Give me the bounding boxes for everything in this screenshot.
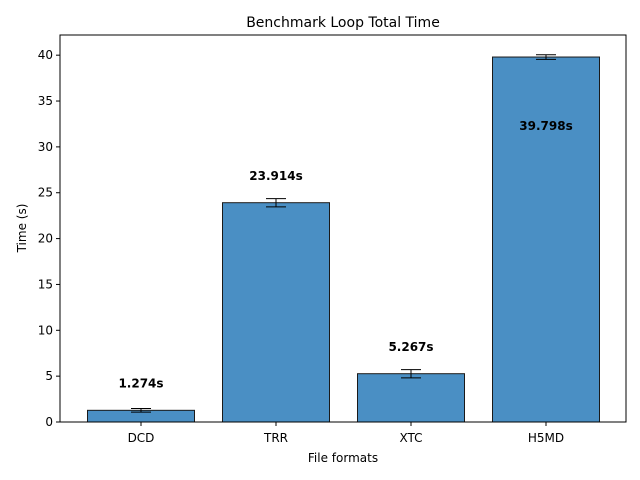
y-axis-label: Time (s) [15, 204, 29, 254]
y-tick-label: 15 [38, 277, 53, 291]
chart-title: Benchmark Loop Total Time [246, 15, 440, 31]
data-label: 1.274s [118, 376, 163, 390]
y-tick-label: 35 [38, 94, 53, 108]
x-tick-label: XTC [399, 431, 422, 445]
y-tick-label: 5 [45, 369, 53, 383]
y-tick-label: 25 [38, 186, 53, 200]
data-label: 23.914s [249, 169, 302, 183]
plot-area: 1.274s 23.914s 5.267s 39.798s [87, 54, 600, 423]
x-tick-label: DCD [128, 431, 155, 445]
plot-frame [59, 34, 627, 423]
data-label: 5.267s [388, 340, 433, 354]
bar [357, 373, 465, 423]
y-tick-label: 40 [38, 48, 53, 62]
y-tick-label: 20 [38, 232, 53, 246]
y-tick-label: 10 [38, 323, 53, 337]
x-tick-label: H5MD [528, 431, 564, 445]
data-label: 39.798s [519, 119, 572, 133]
x-axis-label: File formats [308, 451, 378, 465]
y-tick-label: 0 [45, 415, 53, 429]
bar [492, 56, 600, 423]
bar [222, 202, 330, 423]
x-tick-label: TRR [263, 431, 288, 445]
y-tick-label: 30 [38, 140, 53, 154]
